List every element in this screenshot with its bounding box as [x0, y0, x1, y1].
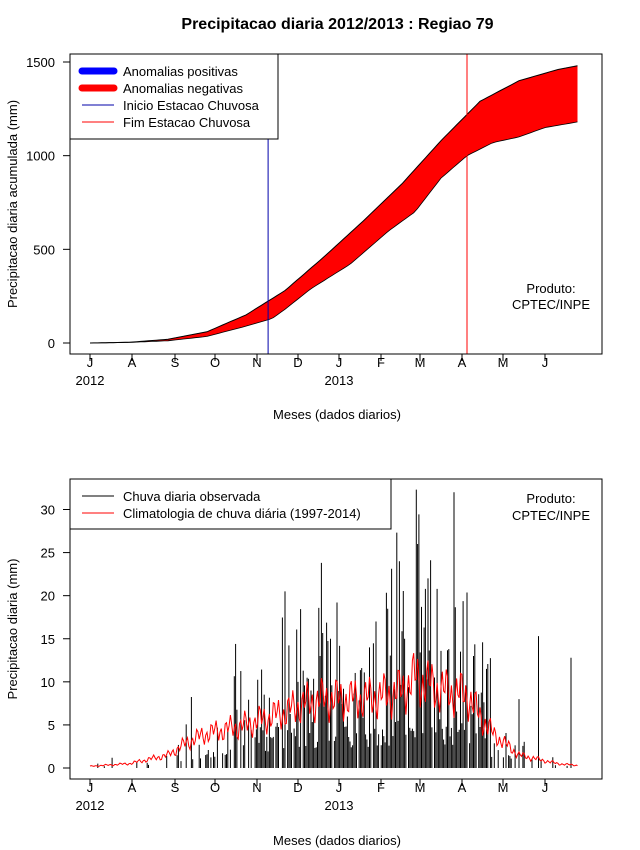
y-tick-label: 1000 — [26, 149, 55, 164]
x-axis: J A S O N D J F M A M J 2012 2013 — [76, 779, 549, 813]
legend-item: Climatologia de chuva diária (1997-2014) — [123, 506, 361, 521]
x-tick-label: J — [542, 355, 549, 370]
x-tick-label: A — [458, 355, 467, 370]
legend-item: Anomalias positivas — [123, 64, 238, 79]
legend-box — [69, 478, 392, 530]
legend-item: Fim Estacao Chuvosa — [123, 115, 251, 130]
x-tick-label: J — [542, 780, 549, 795]
x-tick-label: D — [293, 355, 302, 370]
x-tick-label: M — [415, 355, 426, 370]
x-axis-label: Meses (dados diarios) — [273, 407, 401, 422]
legend-item: Anomalias negativas — [123, 81, 243, 96]
x-tick-label: S — [171, 355, 180, 370]
x-tick-label: M — [498, 780, 509, 795]
x-tick-label: J — [87, 355, 94, 370]
rainy-season-lines — [267, 54, 468, 354]
y-tick-label: 0 — [48, 761, 55, 776]
y-tick-label: 25 — [41, 546, 55, 561]
legend: Anomalias positivas Anomalias negativas … — [69, 53, 279, 140]
x-tick-label: S — [171, 780, 180, 795]
plot-frame — [69, 53, 603, 355]
year-label: 2013 — [325, 373, 354, 388]
x-axis: J A S O N D J F M A M J 2012 2013 — [76, 354, 549, 388]
y-tick-label: 1500 — [26, 55, 55, 70]
year-label: 2012 — [76, 798, 105, 813]
x-tick-label: J — [87, 780, 94, 795]
year-label: 2013 — [325, 798, 354, 813]
y-axis: 0 5 10 15 20 25 30 — [41, 503, 70, 776]
producer-label: Produto: — [526, 281, 575, 296]
producer-name: CPTEC/INPE — [512, 508, 590, 523]
observed-cumulative-line — [89, 121, 578, 344]
y-axis: 0 500 1000 1500 — [26, 55, 70, 351]
x-tick-label: F — [377, 355, 385, 370]
y-tick-label: 10 — [41, 675, 55, 690]
x-tick-label: F — [377, 780, 385, 795]
x-tick-label: A — [128, 780, 137, 795]
accumulated-panel: 0 500 1000 1500 J A S O N D J F M A M J 2012 2013 Precip… — [5, 53, 603, 422]
x-tick-label: J — [336, 355, 343, 370]
producer-label: Produto: — [526, 491, 575, 506]
y-tick-label: 0 — [48, 336, 55, 351]
chart-title: Precipitacao diaria 2012/2013 : Regiao 7… — [181, 16, 494, 33]
negative-anomaly-area — [90, 65, 578, 343]
year-label: 2012 — [76, 373, 105, 388]
y-axis-label: Precipitacao diaria acumulada (mm) — [5, 100, 20, 308]
daily-panel: 0 5 10 15 20 25 30 J A S O N D J F M A M J 2012 2013 Precip… — [5, 478, 603, 848]
y-tick-label: 20 — [41, 589, 55, 604]
x-tick-label: A — [128, 355, 137, 370]
x-tick-label: M — [498, 355, 509, 370]
anomaly-area — [89, 65, 578, 344]
x-axis-label: Meses (dados diarios) — [273, 833, 401, 848]
y-axis-label: Precipitacao diaria (mm) — [5, 559, 20, 700]
climatology-line — [89, 653, 578, 767]
daily-bars — [97, 489, 572, 768]
y-tick-label: 15 — [41, 632, 55, 647]
y-tick-label: 30 — [41, 503, 55, 518]
x-tick-label: O — [210, 355, 220, 370]
x-tick-label: N — [252, 355, 261, 370]
x-tick-label: J — [336, 780, 343, 795]
x-tick-label: D — [293, 780, 302, 795]
legend: Chuva diaria observada Climatologia de c… — [69, 478, 392, 530]
x-tick-label: A — [458, 780, 467, 795]
x-tick-label: O — [210, 780, 220, 795]
x-tick-label: N — [252, 780, 261, 795]
climatology-cumulative-line — [89, 65, 578, 344]
x-tick-label: M — [415, 780, 426, 795]
legend-item: Chuva diaria observada — [123, 489, 261, 504]
producer-name: CPTEC/INPE — [512, 297, 590, 312]
climatology-daily-line — [89, 653, 578, 767]
y-tick-label: 500 — [33, 242, 55, 257]
legend-item: Inicio Estacao Chuvosa — [123, 98, 260, 113]
y-tick-label: 5 — [48, 718, 55, 733]
